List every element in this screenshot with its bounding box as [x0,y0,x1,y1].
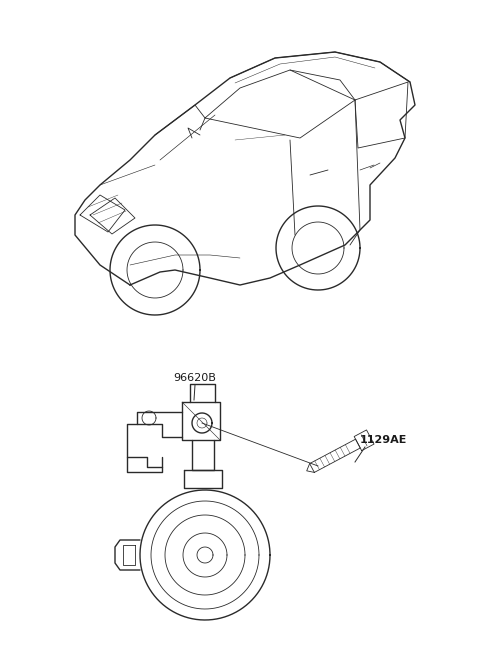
Text: 96620B: 96620B [174,373,216,383]
Text: 1129AE: 1129AE [360,435,408,445]
